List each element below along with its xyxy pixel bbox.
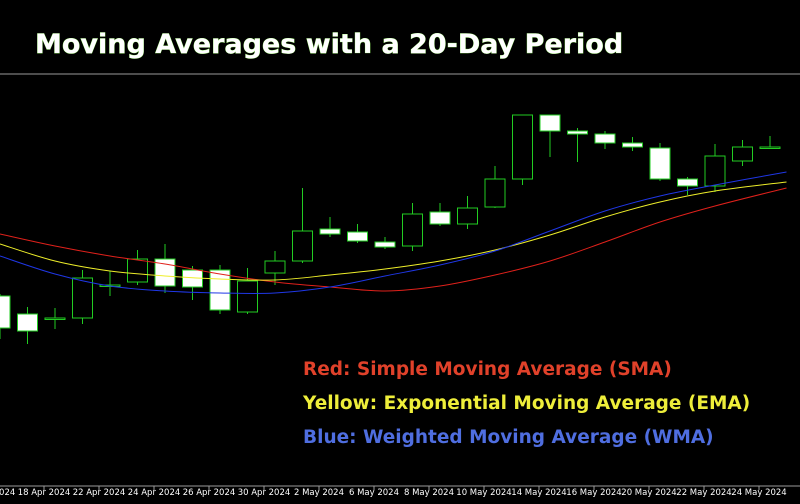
x-tick-label: 22 May 2024 [676,488,731,498]
candle-16 [429,203,451,226]
candle-body [347,231,368,242]
candle-6 [154,244,176,293]
candle-body [594,133,616,144]
candle-8 [209,265,231,314]
candle-24 [649,143,671,181]
ema-line [0,181,787,281]
x-tick-label: 2 May 2024 [294,488,344,498]
candle-body [677,178,698,187]
x-tick-label: 20 May 2024 [621,488,676,498]
candle-body [567,130,588,135]
x-tick-label: 16 May 2024 [566,488,621,498]
wma-line [0,171,787,295]
sma-line [0,187,787,292]
x-tick-label: 24 Apr 2024 [128,488,181,498]
candle-body [209,269,231,311]
candle-14 [374,237,396,249]
candle-28 [759,136,781,149]
legend-item-ema: Yellow: Exponential Moving Average (EMA) [302,393,750,414]
candle-body [237,280,258,313]
candle-body [457,207,478,225]
x-tick-label: 18 Apr 2024 [18,488,71,498]
candle-21 [567,128,588,162]
candle-body [539,114,561,132]
candle-18 [484,166,506,208]
candle-body [649,147,671,180]
candle-body [292,230,313,262]
candle-23 [622,137,643,151]
legend-item-wma: Blue: Weighted Moving Average (WMA) [303,427,714,448]
chart-title: Moving Averages with a 20-Day Period [35,29,623,60]
candle-9 [237,268,258,314]
candle-20 [539,114,561,157]
candle-22 [594,131,616,149]
candle-body [17,313,38,332]
candle-10 [264,251,286,285]
x-tick-label: 24 May 2024 [731,488,786,498]
candle-body [319,228,341,235]
candle-2 [44,308,66,329]
candle-5 [127,250,148,285]
candle-body [374,241,396,248]
candle-body [402,213,423,247]
candle-13 [347,224,368,243]
candle-body [512,114,533,180]
candle-3 [72,270,93,324]
x-tick-label: 6 May 2024 [349,488,399,498]
x-tick-label: 8 May 2024 [404,488,454,498]
candle-26 [704,144,726,192]
candle-body [0,295,11,329]
candle-body [127,258,148,283]
candle-body [622,142,643,148]
candle-body [429,211,451,225]
legend-item-sma: Red: Simple Moving Average (SMA) [303,359,672,380]
x-tick-label: 22 Apr 2024 [73,488,126,498]
moving-average-lines [0,171,787,295]
candle-body [732,146,753,162]
candle-25 [677,177,698,195]
candle-body [704,155,726,187]
x-tick-label: 26 Apr 2024 [183,488,236,498]
candle-1 [17,307,38,344]
x-tick-label: 17 Apr 2024 [0,488,15,498]
candle-0 [0,294,11,339]
candle-body [759,146,781,149]
candle-body [72,277,93,319]
candle-27 [732,140,753,166]
candle-12 [319,217,341,237]
candle-body [264,260,286,274]
candle-11 [292,188,313,263]
candle-body [154,258,176,287]
candle-17 [457,196,478,229]
x-tick-label: 10 May 2024 [456,488,511,498]
x-tick-label: 14 May 2024 [511,488,566,498]
x-tick-label: 30 Apr 2024 [238,488,291,498]
candles-group [0,114,781,344]
legend: Red: Simple Moving Average (SMA) Yellow:… [302,359,750,448]
candle-body [44,317,66,320]
candle-body [484,178,506,208]
candle-15 [402,203,423,251]
candle-19 [512,114,533,185]
